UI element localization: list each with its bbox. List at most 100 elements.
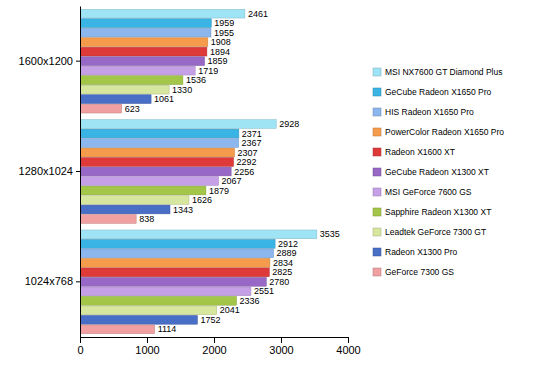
legend-label: GeCube Radeon X1650 Pro: [385, 87, 492, 97]
data-label: 2889: [277, 248, 297, 258]
legend-swatch: [373, 248, 381, 256]
data-label: 2256: [234, 167, 254, 177]
legend-item: Radeon X1600 XT: [373, 147, 455, 157]
legend-label: HIS Radeon X1650 Pro: [385, 107, 474, 117]
bar: [80, 19, 211, 28]
legend-item: Sapphire Radeon X1300 XT: [373, 207, 491, 217]
bar: [80, 76, 183, 85]
legend-item: PowerColor Radeon X1650 Pro: [373, 127, 504, 137]
legend-item: MSI GeForce 7600 GS: [373, 187, 472, 197]
legend-swatch: [373, 88, 381, 96]
legend-label: Leadtek GeForce 7300 GT: [385, 227, 486, 237]
data-label: 1536: [186, 75, 206, 85]
y-tick: 1280x1024: [19, 165, 80, 177]
bar: [80, 258, 270, 267]
bar: [80, 139, 239, 148]
x-tick: 4000: [336, 337, 360, 356]
bar: [80, 104, 122, 113]
x-tick-label: 0: [77, 344, 83, 356]
legend-label: GeForce 7300 GS: [385, 267, 454, 277]
bar: [80, 215, 136, 224]
legend-swatch: [373, 148, 381, 156]
x-tick: 2000: [202, 337, 226, 356]
data-label: 2371: [242, 129, 262, 139]
legend-label: MSI GeForce 7600 GS: [385, 187, 472, 197]
bar: [80, 196, 189, 205]
x-tick-label: 2000: [202, 344, 226, 356]
y-tick-label: 1280x1024: [19, 165, 73, 177]
legend-swatch: [373, 68, 381, 76]
bar: [80, 205, 170, 214]
legend-item: Leadtek GeForce 7300 GT: [373, 227, 486, 237]
plot: 2461292835351959237129121955236728891908…: [19, 7, 361, 356]
data-label: 2834: [273, 258, 293, 268]
bar: [80, 129, 239, 138]
y-tick-mark: [76, 171, 80, 172]
legend-label: PowerColor Radeon X1650 Pro: [385, 127, 504, 137]
x-tick-label: 4000: [336, 344, 360, 356]
x-tick-mark: [214, 337, 215, 343]
legend-swatch: [373, 228, 381, 236]
legend-swatch: [373, 128, 381, 136]
legend-item: HIS Radeon X1650 Pro: [373, 107, 474, 117]
bar: [80, 268, 269, 277]
bar: [80, 325, 155, 334]
bar: [80, 249, 274, 258]
data-label: 2551: [254, 286, 274, 296]
bar: [80, 230, 317, 239]
data-label: 2307: [238, 148, 258, 158]
x-axis: 01000200030004000: [77, 337, 360, 356]
legend-item: Radeon X1300 Pro: [373, 247, 458, 257]
bar: [80, 186, 206, 195]
data-label: 2041: [220, 305, 240, 315]
data-label: 1959: [214, 18, 234, 28]
data-label: 1879: [209, 186, 229, 196]
data-label: 1894: [210, 47, 230, 57]
y-axis: 1600x1200 1280x1024 1024x768: [19, 7, 81, 338]
x-tick-mark: [80, 337, 81, 343]
legend-item: MSI NX7600 GT Diamond Plus: [373, 67, 502, 77]
bar: [80, 158, 234, 167]
bar: [80, 306, 217, 315]
bar: [80, 85, 169, 94]
y-tick: 1024x768: [25, 275, 80, 287]
legend: MSI NX7600 GT Diamond Plus GeCube Radeon …: [373, 67, 504, 277]
legend-label: Radeon X1600 XT: [385, 147, 455, 157]
bars: [80, 9, 317, 333]
y-axis-line: [80, 7, 81, 338]
data-label: 838: [139, 214, 154, 224]
legend-label: GeCube Radeon X1300 XT: [385, 167, 489, 177]
data-label: 2292: [237, 157, 257, 167]
data-label: 2461: [248, 9, 268, 19]
data-label: 623: [125, 104, 140, 114]
y-tick-mark: [76, 61, 80, 62]
data-label: 2336: [240, 296, 260, 306]
legend-label: Radeon X1300 Pro: [385, 247, 458, 257]
data-label: 1859: [208, 56, 228, 66]
y-tick-label: 1600x1200: [19, 55, 73, 67]
bar: [80, 95, 151, 104]
bar: [80, 177, 218, 186]
legend-swatch: [373, 188, 381, 196]
data-label: 2780: [269, 277, 289, 287]
data-label: 2912: [278, 239, 298, 249]
data-label: 3535: [320, 229, 340, 239]
legend-label: MSI NX7600 GT Diamond Plus: [385, 67, 502, 77]
x-tick: 0: [77, 337, 83, 356]
bar: [80, 120, 276, 129]
bar: [80, 239, 275, 248]
y-tick-mark: [76, 281, 80, 282]
bar: [80, 28, 211, 37]
y-tick-label: 1024x768: [25, 275, 73, 287]
x-tick: 1000: [135, 337, 159, 356]
bar: [80, 66, 195, 75]
data-label: 1955: [214, 28, 234, 38]
legend-swatch: [373, 268, 381, 276]
bar: [80, 47, 207, 56]
x-tick-mark: [348, 337, 349, 343]
bar: [80, 148, 235, 157]
data-label: 1330: [172, 85, 192, 95]
x-tick-label: 1000: [135, 344, 159, 356]
legend-item: GeCube Radeon X1300 XT: [373, 167, 489, 177]
legend-swatch: [373, 168, 381, 176]
